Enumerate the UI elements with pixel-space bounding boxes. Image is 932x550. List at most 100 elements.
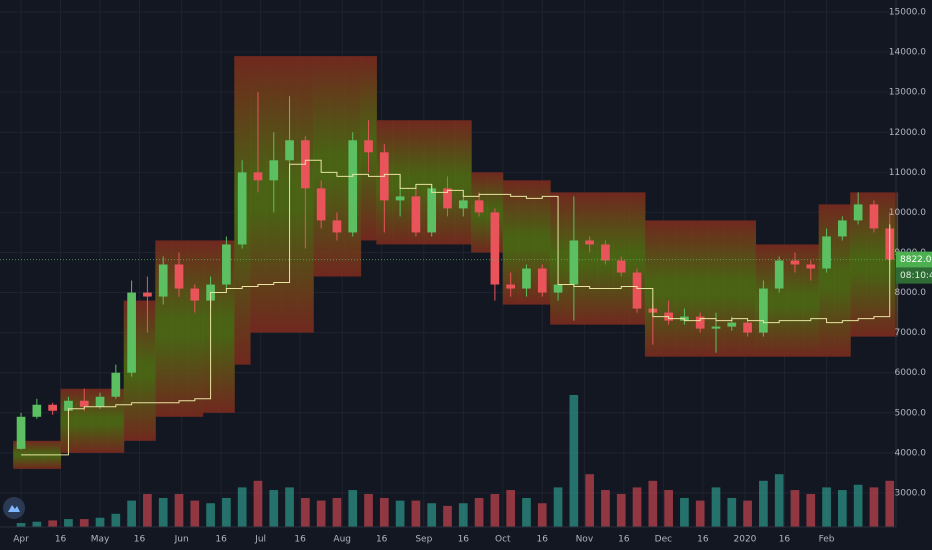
volume-bar	[695, 500, 705, 527]
candle-body	[537, 268, 547, 293]
range-band	[329, 56, 346, 277]
x-tick-label: Aug	[333, 535, 351, 545]
y-tick-label: 13000.0	[889, 88, 926, 98]
x-tick-label: Jul	[254, 535, 266, 545]
range-band	[708, 220, 725, 357]
candle-body	[174, 264, 184, 289]
x-tick-label: Apr	[13, 535, 29, 545]
volume-bar	[537, 503, 547, 527]
volume-bar	[727, 497, 737, 527]
candle-body	[285, 140, 294, 161]
volume-bar	[32, 521, 42, 527]
volume-bar	[174, 494, 184, 527]
candle-body	[506, 284, 516, 289]
candle-body	[853, 204, 863, 221]
volume-bar	[885, 480, 895, 527]
volume-bar	[253, 480, 263, 527]
volume-bar	[16, 523, 26, 527]
range-band	[850, 192, 867, 337]
range-band	[139, 300, 156, 441]
x-tick-label: Sep	[415, 535, 432, 545]
x-tick-label: 16	[537, 535, 549, 545]
range-band	[818, 204, 835, 357]
x-tick-label: May	[91, 535, 110, 545]
range-band	[787, 244, 804, 357]
x-tick-label: Jun	[174, 535, 189, 545]
candle-body	[711, 326, 721, 329]
volume-bar	[301, 497, 310, 527]
candle-body	[522, 268, 531, 289]
candle-body	[64, 400, 73, 411]
candle-body	[759, 288, 768, 333]
candle-body	[616, 260, 626, 273]
candle-body	[32, 404, 42, 417]
candle-body	[790, 260, 800, 265]
volume-bar	[458, 503, 468, 527]
range-band	[455, 120, 472, 245]
volume-bar	[711, 487, 721, 527]
volume-bar	[222, 497, 231, 527]
candle-body	[822, 236, 831, 269]
volume-bar	[158, 497, 168, 527]
x-tick-label: 16	[134, 535, 146, 545]
candle-body	[190, 288, 200, 301]
volume-bar	[664, 490, 673, 527]
volume-bar	[522, 497, 531, 527]
candle-body	[269, 160, 279, 181]
candle-body	[79, 400, 89, 407]
countdown-tag	[896, 267, 932, 284]
volume-bar	[632, 487, 642, 527]
volume-bar	[95, 517, 105, 527]
candle-body	[443, 188, 452, 209]
candle-body	[743, 322, 752, 333]
volume-bar	[269, 490, 279, 527]
candle-body	[395, 196, 405, 201]
volume-bar	[838, 490, 847, 527]
x-tick-label: Nov	[576, 535, 594, 545]
candle-body	[253, 172, 263, 181]
volume-bar	[806, 494, 816, 527]
volume-bar	[774, 474, 784, 527]
volume-bar	[127, 500, 136, 527]
candle-body	[869, 204, 879, 229]
x-tick-label: 2020	[734, 535, 757, 545]
range-band	[250, 56, 267, 333]
candle-body	[490, 212, 500, 285]
logo[interactable]	[3, 497, 25, 519]
volume-bar	[616, 494, 626, 527]
y-tick-label: 15000.0	[889, 8, 926, 18]
volume-bar	[553, 487, 563, 527]
candle-body	[111, 372, 121, 397]
volume-bar	[64, 519, 73, 527]
x-tick-label: 16	[697, 535, 709, 545]
y-tick-label: 14000.0	[889, 48, 926, 58]
candle-body	[348, 140, 358, 233]
range-band	[692, 220, 709, 357]
candle-body	[364, 140, 373, 153]
volume-bar	[348, 490, 358, 527]
candle-body	[695, 316, 705, 329]
countdown: 08:10:42	[900, 271, 932, 281]
volume-bar	[743, 500, 752, 527]
candle-body	[143, 292, 152, 297]
volume-bar	[206, 503, 215, 527]
volume-bar	[111, 513, 121, 527]
candle-body	[95, 396, 105, 407]
logo-icon[interactable]	[8, 505, 20, 512]
candle-body	[127, 292, 136, 373]
volume-bar	[443, 505, 452, 527]
candle-body	[585, 240, 594, 245]
y-tick-label: 8000.0	[895, 288, 927, 298]
x-tick-label: 16	[779, 535, 791, 545]
volume-bar	[48, 520, 57, 527]
candle-body	[774, 260, 784, 289]
volume-bar	[411, 500, 421, 527]
range-band	[802, 244, 820, 357]
volume-bar	[474, 497, 484, 527]
volume-bar	[869, 487, 879, 527]
volume-bar	[822, 487, 831, 527]
volume-bar	[332, 497, 342, 527]
range-band	[581, 192, 599, 325]
volume-bar	[364, 494, 373, 527]
candle-body	[569, 240, 579, 285]
